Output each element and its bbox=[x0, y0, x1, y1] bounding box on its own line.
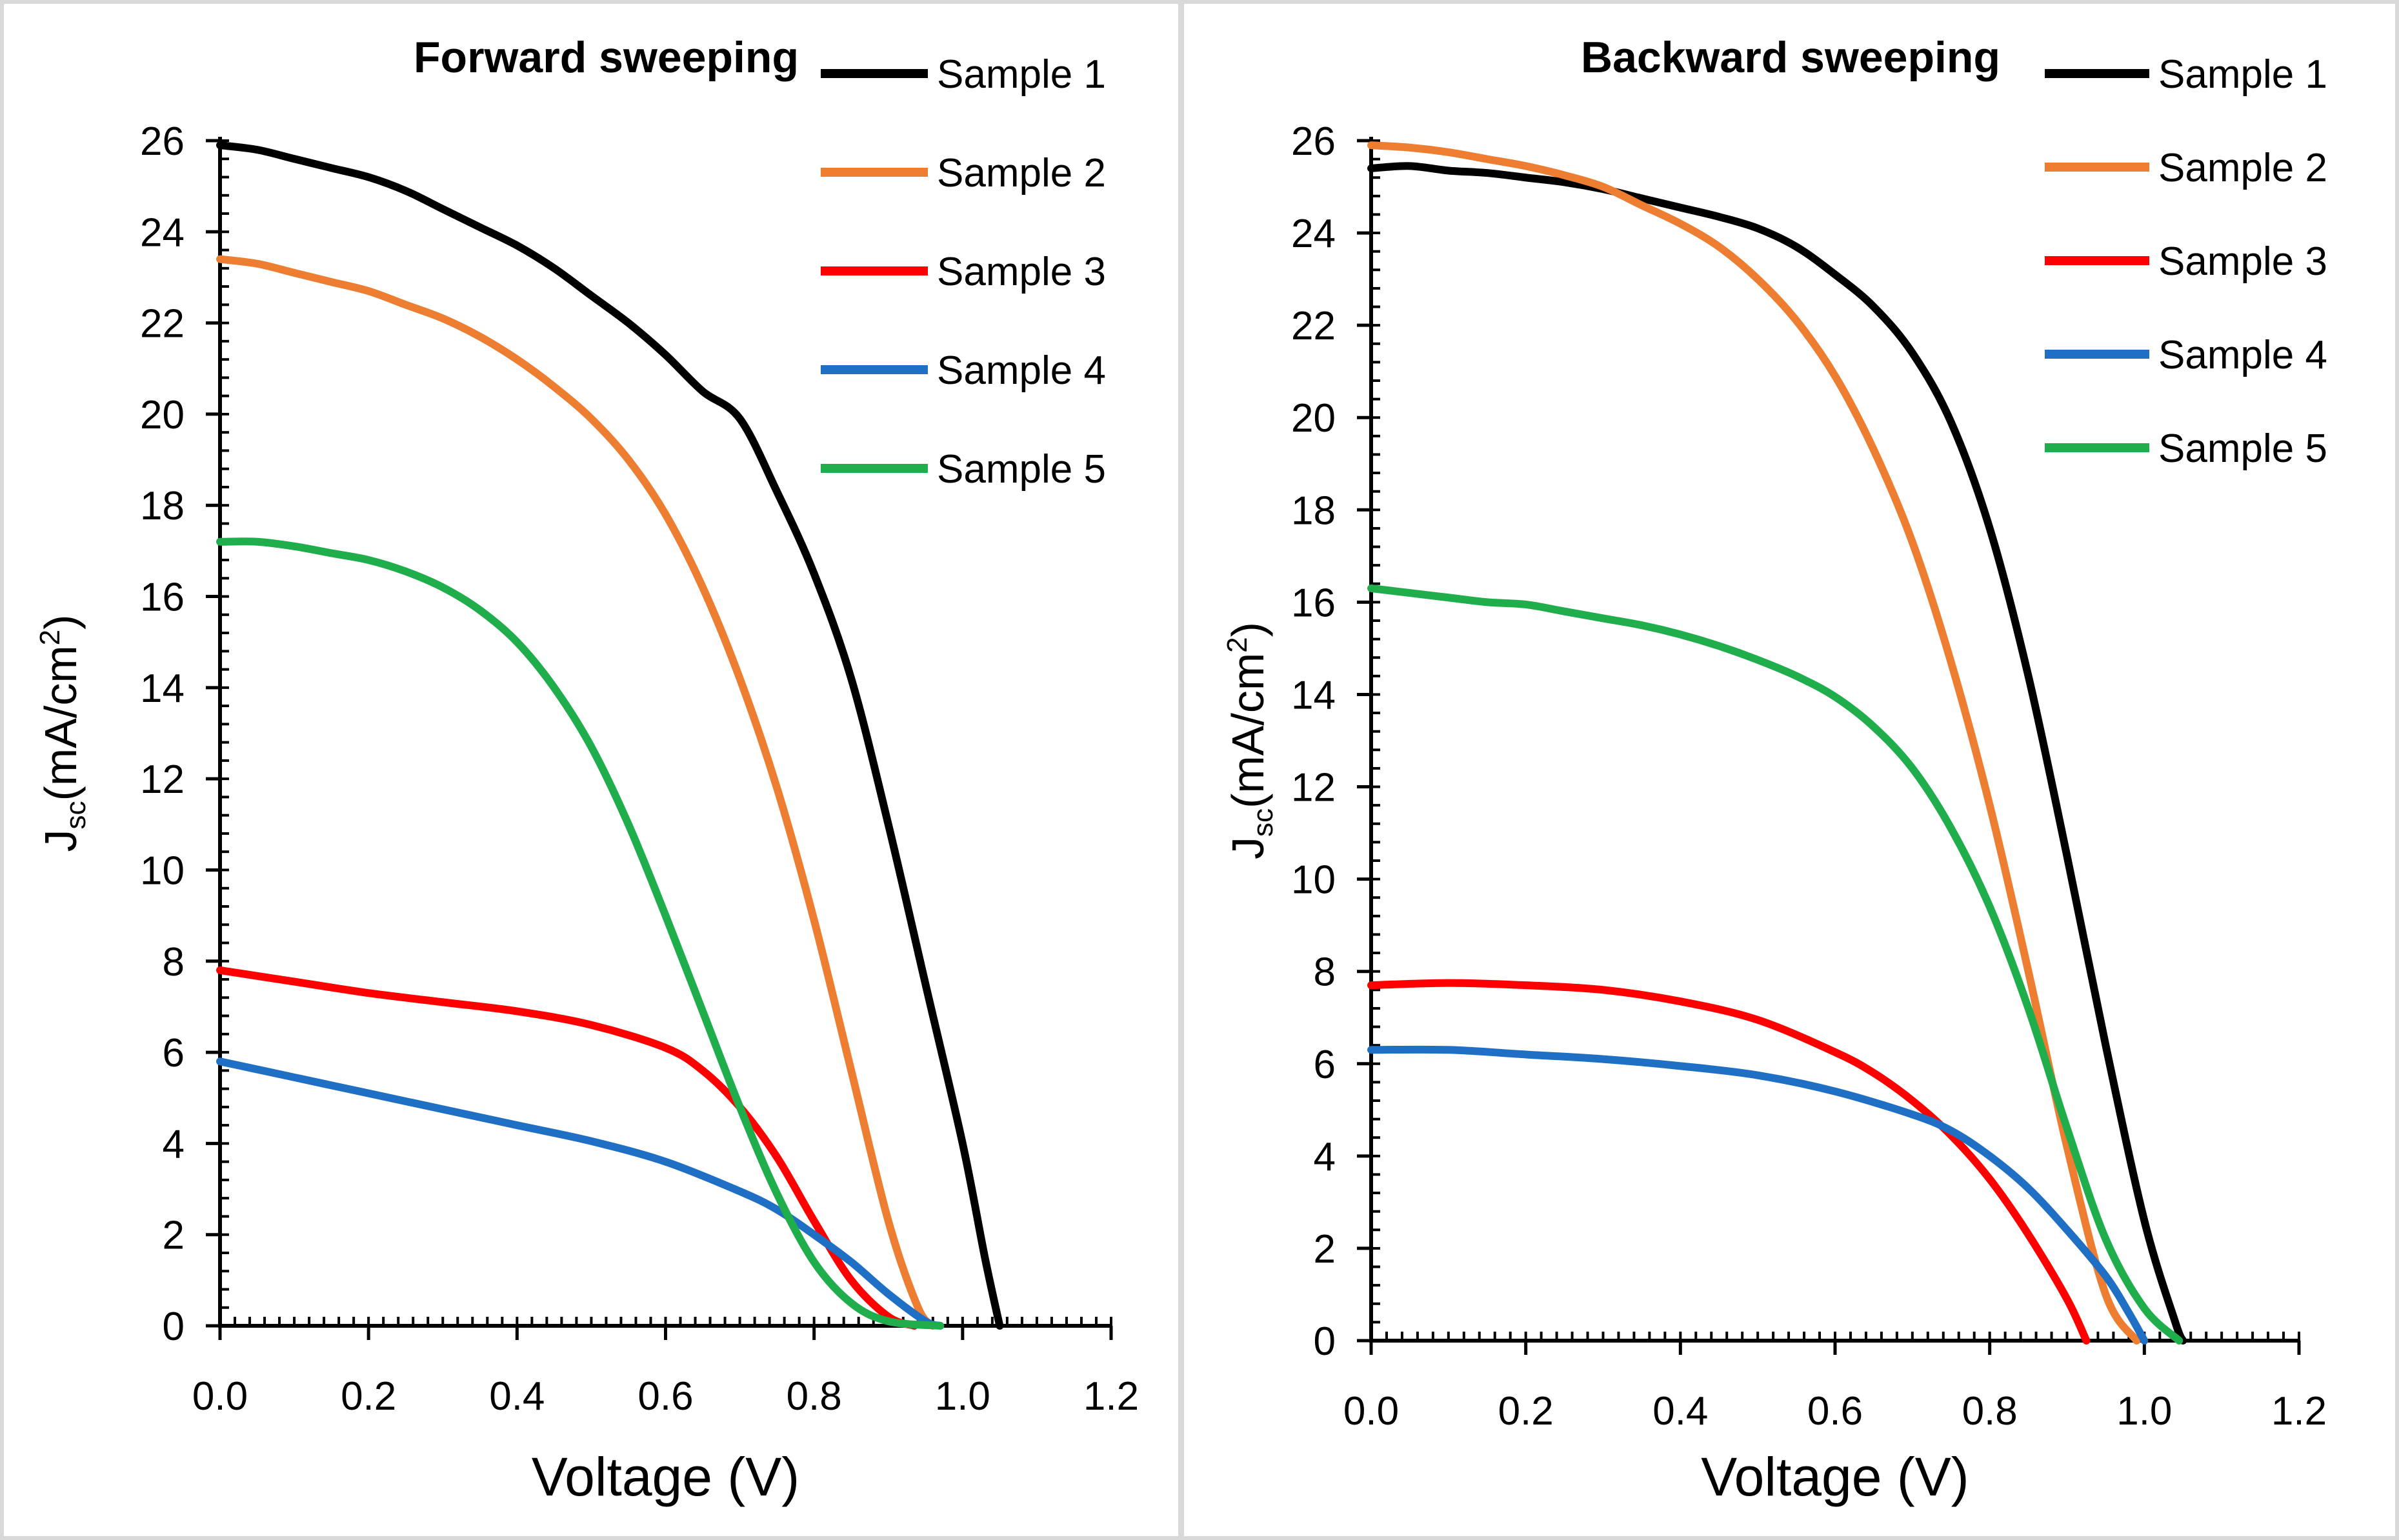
chart-title: Forward sweeping bbox=[414, 33, 799, 82]
y-tick-label: 16 bbox=[140, 575, 185, 620]
legend-label: Sample 3 bbox=[2158, 239, 2327, 284]
x-tick-label: 0.8 bbox=[1962, 1389, 2018, 1434]
x-axis-title: Voltage (V) bbox=[1701, 1446, 1969, 1507]
y-tick-label: 22 bbox=[140, 302, 185, 346]
y-tick-label: 18 bbox=[140, 484, 185, 528]
x-tick-label: 0.0 bbox=[192, 1374, 248, 1419]
series-line-sample-2 bbox=[216, 255, 937, 1330]
y-tick-label: 2 bbox=[163, 1214, 185, 1258]
series-line-sample-2 bbox=[1367, 141, 2141, 1345]
x-tick-label: 0.8 bbox=[787, 1374, 842, 1419]
y-tick-label: 8 bbox=[163, 940, 185, 985]
y-axis-title-ylabel-end: ) bbox=[1223, 622, 1273, 637]
series-line-sample-5 bbox=[1367, 584, 2183, 1345]
y-tick-label: 26 bbox=[140, 119, 185, 164]
y-tick-label: 6 bbox=[163, 1031, 185, 1075]
forward-sweeping-chart: 0.0 0.2 0.4 0.6 0.8 1.0 1.20246810121416182022… bbox=[34, 33, 1139, 1507]
y-tick-label: 10 bbox=[140, 848, 185, 893]
y-tick-label: 22 bbox=[1291, 304, 1336, 348]
series-line-sample-4 bbox=[1367, 1045, 2149, 1345]
x-tick-label: 0.6 bbox=[637, 1374, 693, 1419]
y-tick-label: 2 bbox=[1314, 1227, 1336, 1272]
y-tick-label: 6 bbox=[1314, 1043, 1336, 1087]
legend-label: Sample 5 bbox=[937, 447, 1106, 492]
x-tick-label: 0.2 bbox=[341, 1374, 396, 1419]
forward-sweeping-panel: 0.0 0.2 0.4 0.6 0.8 1.0 1.2 0 2 4 6 8 10 12 14 16 18 20 22… bbox=[0, 0, 1182, 1540]
legend-label: Sample 5 bbox=[2158, 426, 2327, 471]
legend-label: Sample 2 bbox=[937, 151, 1106, 195]
x-tick-label: 0.6 bbox=[1807, 1389, 1863, 1434]
y-tick-label: 4 bbox=[163, 1122, 185, 1166]
x-tick-label: 1.2 bbox=[2271, 1389, 2327, 1434]
y-tick-label: 12 bbox=[140, 757, 185, 802]
y-axis-title-ylabel-sub: sc bbox=[60, 801, 92, 829]
y-tick-label: 24 bbox=[140, 210, 185, 255]
legend-label: Sample 1 bbox=[2158, 52, 2327, 97]
y-tick-label: 10 bbox=[1291, 858, 1336, 903]
series-line-sample-3 bbox=[1367, 979, 2091, 1345]
legend-label: Sample 1 bbox=[937, 52, 1106, 97]
y-axis-title-ylabel-sup: 2 bbox=[34, 630, 66, 645]
y-axis-title-ylabel-rest: (mA/cm bbox=[1223, 653, 1273, 808]
series-line-sample-5 bbox=[216, 537, 945, 1330]
x-tick-label: 0.2 bbox=[1498, 1389, 1554, 1434]
y-tick-label: 20 bbox=[140, 393, 185, 437]
y-axis-title-ylabel-main: J bbox=[1223, 837, 1273, 859]
y-tick-label: 18 bbox=[1291, 488, 1336, 533]
y-axis-title-ylabel-rest: (mA/cm bbox=[35, 645, 86, 801]
y-tick-label: 4 bbox=[1314, 1135, 1336, 1179]
x-tick-label: 1.0 bbox=[935, 1374, 990, 1419]
y-tick-label: 16 bbox=[1291, 581, 1336, 625]
y-tick-label: 14 bbox=[140, 666, 185, 711]
y-axis-title-ylabel-sub: sc bbox=[1247, 808, 1279, 837]
y-tick-label: 0 bbox=[1314, 1319, 1336, 1364]
y-tick-label: 14 bbox=[1291, 673, 1336, 717]
y-axis-title: Jsc(mA/cm2) bbox=[1221, 622, 1279, 859]
y-tick-label: 0 bbox=[163, 1305, 185, 1349]
x-tick-label: 0.4 bbox=[489, 1374, 545, 1419]
y-axis-title: Jsc(mA/cm2) bbox=[34, 615, 92, 852]
x-tick-label: 1.2 bbox=[1083, 1374, 1139, 1419]
y-axis-title-ylabel-main: J bbox=[35, 829, 86, 852]
y-axis-title-ylabel-end: ) bbox=[35, 615, 86, 630]
chart-title: Backward sweeping bbox=[1581, 33, 2000, 82]
x-axis-title: Voltage (V) bbox=[532, 1446, 800, 1507]
x-tick-label: 0.4 bbox=[1652, 1389, 1708, 1434]
series-line-sample-1 bbox=[216, 141, 1004, 1330]
series-line-sample-4 bbox=[216, 1057, 945, 1330]
y-tick-label: 20 bbox=[1291, 396, 1336, 441]
legend-label: Sample 4 bbox=[2158, 333, 2327, 377]
y-tick-label: 24 bbox=[1291, 212, 1336, 256]
legend-label: Sample 2 bbox=[2158, 146, 2327, 190]
y-tick-label: 26 bbox=[1291, 119, 1336, 164]
y-tick-label: 12 bbox=[1291, 766, 1336, 810]
legend-label: Sample 3 bbox=[937, 250, 1106, 294]
x-tick-label: 0.0 bbox=[1343, 1389, 1399, 1434]
legend-label: Sample 4 bbox=[937, 348, 1106, 393]
backward-sweeping-chart: 0.0 0.2 0.4 0.6 0.8 1.0 1.20246810121416182022… bbox=[1221, 33, 2327, 1507]
series-line-sample-3 bbox=[216, 966, 919, 1330]
backward-sweeping-panel: 0.0 0.2 0.4 0.6 0.8 1.0 1.2 0 2 4 6 8 10 12 14 16 18 20 22… bbox=[1180, 0, 2399, 1540]
series-line-sample-1 bbox=[1367, 162, 2187, 1345]
x-tick-label: 1.0 bbox=[2116, 1389, 2172, 1434]
y-axis-title-ylabel-sup: 2 bbox=[1221, 637, 1253, 652]
y-tick-label: 8 bbox=[1314, 950, 1336, 995]
